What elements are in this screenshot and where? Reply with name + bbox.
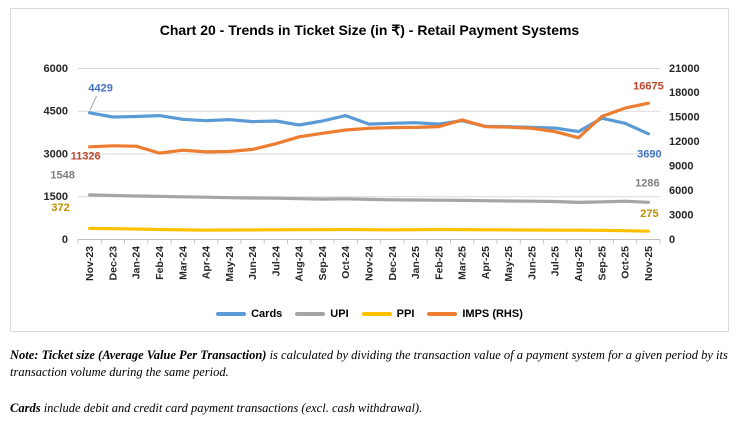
right-axis-tick-label: 15000 (669, 112, 700, 124)
data-label-leader-line (89, 95, 97, 111)
right-axis-tick-label: 9000 (669, 161, 693, 173)
page: { "title": "Chart 20 - Trends in Ticket … (10, 8, 729, 415)
x-axis-label: Apr-25 (480, 246, 492, 279)
x-axis-label: Dec-24 (387, 246, 399, 281)
chart-footnotes: Note: Ticket size (Average Value Per Tra… (10, 347, 734, 436)
legend-swatch-ppi (361, 312, 392, 316)
x-axis-label: Jun-24 (247, 246, 259, 280)
x-axis-label: Nov-23 (84, 246, 96, 281)
legend-swatch-cards (216, 312, 247, 316)
right-axis-tick-label: 21000 (669, 63, 700, 75)
x-axis-label: May-25 (503, 246, 515, 282)
data-label-ppi-first: 372 (51, 202, 69, 214)
legend-label-cards: Cards (251, 308, 283, 320)
x-axis-label: Dec-23 (107, 246, 119, 281)
x-axis-label: Feb-25 (433, 246, 445, 280)
x-axis-label: Feb-24 (154, 246, 166, 280)
series-line-upi[interactable] (87, 193, 651, 204)
chart-plot-area: 0 1500 3000 4500 6000 0 3000 6000 9000 12000 15000… (44, 63, 700, 282)
data-label-ppi-last: 275 (640, 208, 658, 220)
x-axis-label: Apr-24 (201, 246, 213, 279)
note-paragraph-2: Cards include debit and credit card paym… (10, 400, 734, 417)
x-axis-label: Jul-25 (550, 246, 562, 277)
data-label-cards-first: 4429 (88, 83, 112, 95)
legend-item-upi[interactable]: UPI (295, 308, 349, 320)
x-axis-label: May-24 (224, 246, 236, 282)
data-label-upi-last: 1286 (635, 178, 659, 190)
legend-item-cards[interactable]: Cards (216, 308, 282, 320)
x-axis-label: Nov-24 (364, 246, 376, 281)
note-1-lead: Note: Ticket size (Average Value Per Tra… (10, 348, 267, 362)
legend-item-imps-rhs[interactable]: IMPS (RHS) (427, 308, 523, 320)
chart-title: Chart 20 - Trends in Ticket Size (in ₹) … (159, 22, 580, 38)
chart-frame[interactable]: Chart 20 - Trends in Ticket Size (in ₹) … (10, 8, 729, 332)
x-axis-label: Aug-25 (573, 246, 585, 282)
x-axis-label: Jan-25 (410, 246, 422, 279)
x-axis-label: Jan-24 (131, 246, 143, 279)
left-axis-tick-label: 6000 (44, 63, 68, 75)
left-axis-tick-label: 1500 (44, 191, 68, 203)
x-axis-label: Sep-24 (317, 246, 329, 281)
x-axis-label: Mar-24 (177, 246, 189, 280)
left-axis-tick-label: 0 (62, 234, 68, 246)
legend-swatch-imps-rhs (427, 312, 458, 316)
data-label-upi-first: 1548 (50, 170, 74, 182)
right-axis-tick-label: 0 (669, 234, 675, 246)
x-axis-label: Jun-25 (527, 246, 539, 280)
left-axis-tick-label: 3000 (44, 148, 68, 160)
series-line-ppi[interactable] (87, 226, 651, 233)
note-2-body: include debit and credit card payment tr… (40, 400, 423, 415)
note-2-lead: Cards (10, 400, 41, 415)
right-axis-tick-label: 12000 (669, 136, 700, 148)
x-axis-label: Nov-25 (643, 246, 655, 281)
x-axis-label: Mar-25 (457, 246, 469, 280)
x-axis-label: Oct-24 (340, 246, 352, 279)
chart-legend: Cards UPI PPI IMPS (RHS) (11, 308, 728, 320)
note-1-body: is calculated by dividing the transactio… (10, 348, 728, 379)
legend-label-imps-rhs: IMPS (RHS) (462, 308, 523, 320)
legend-item-ppi[interactable]: PPI (361, 308, 415, 320)
series-line-imps-rhs[interactable] (87, 101, 651, 155)
x-axis-label: Sep-25 (596, 246, 608, 281)
data-label-cards-last: 3690 (637, 149, 661, 161)
right-axis-tick-label: 3000 (669, 209, 693, 221)
x-axis-label: Jul-24 (270, 246, 282, 277)
legend-label-upi: UPI (330, 308, 349, 320)
left-axis-tick-label: 4500 (44, 106, 68, 118)
right-axis-tick-label: 6000 (669, 185, 693, 197)
series-line-cards[interactable] (87, 111, 651, 136)
data-label-imps-rhs-first: 11326 (71, 151, 101, 163)
note-paragraph-1: Note: Ticket size (Average Value Per Tra… (10, 347, 734, 381)
data-label-imps-rhs-last: 16675 (633, 81, 664, 93)
legend-label-ppi: PPI (396, 308, 415, 320)
right-axis-tick-label: 18000 (669, 87, 700, 99)
legend-swatch-upi (295, 312, 326, 316)
x-axis-label: Oct-25 (620, 246, 632, 279)
x-axis-label: Aug-24 (294, 246, 306, 282)
